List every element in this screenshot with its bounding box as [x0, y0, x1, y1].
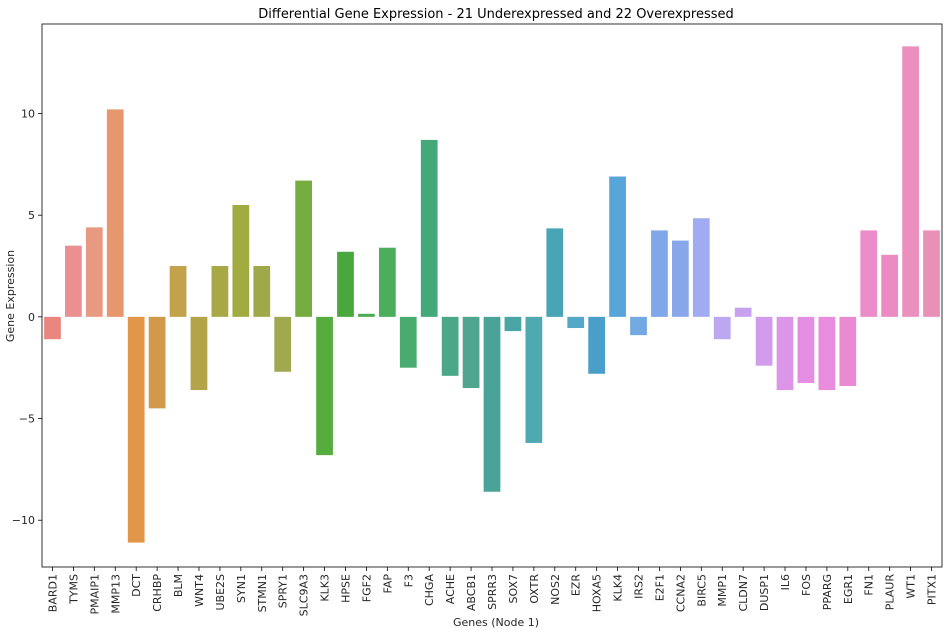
- bar-ube2s: [211, 266, 229, 317]
- bar-chga: [420, 139, 438, 317]
- bar-cldn7: [734, 307, 752, 317]
- x-tick-label-fap: FAP: [381, 574, 394, 594]
- x-tick-label-chga: CHGA: [423, 574, 436, 606]
- bar-sprr3: [483, 316, 501, 492]
- x-tick-label-il6: IL6: [779, 574, 792, 590]
- y-tick-label: −5: [19, 413, 35, 426]
- bar-bard1: [44, 316, 61, 340]
- bar-pmaip1: [85, 227, 103, 317]
- bar-sox7: [504, 316, 522, 332]
- x-tick-label-abcb1: ABCB1: [465, 574, 478, 611]
- x-axis: BARD1 TYMS PMAIP1 MMP13 DCT CRHBP BLM WNT4 UBE2S…: [46, 567, 939, 616]
- bar-crhbp: [148, 316, 166, 409]
- bar-syn1: [232, 205, 250, 317]
- bar-ccna2: [672, 240, 689, 317]
- x-tick-label-ccna2: CCNA2: [674, 574, 687, 612]
- bar-dusp1: [755, 316, 773, 366]
- bar-fn1: [860, 230, 878, 317]
- x-tick-label-ube2s: UBE2S: [214, 574, 227, 611]
- x-tick-label-tyms: TYMS: [67, 574, 80, 605]
- bar-birc5: [692, 218, 710, 317]
- x-tick-label-sprr3: SPRR3: [486, 574, 499, 610]
- bar-e2f1: [651, 230, 668, 317]
- x-tick-label-syn1: SYN1: [235, 574, 248, 603]
- bar-il6: [776, 316, 794, 391]
- x-tick-label-nos2: NOS2: [549, 574, 562, 605]
- x-tick-label-ezr: EZR: [570, 574, 583, 596]
- y-axis-label: Gene Expression: [4, 250, 17, 342]
- x-tick-label-hoxa5: HOXA5: [591, 574, 604, 612]
- bar-hoxa5: [588, 316, 606, 374]
- x-tick-label-pparg: PPARG: [821, 574, 834, 610]
- bar-stmn1: [253, 266, 271, 317]
- x-tick-label-klk4: KLK4: [612, 574, 625, 602]
- bar-fos: [797, 316, 815, 383]
- bar-fgf2: [358, 313, 375, 317]
- x-tick-label-dusp1: DUSP1: [758, 574, 771, 611]
- x-tick-label-e2f1: E2F1: [653, 574, 666, 601]
- x-tick-label-wt1: WT1: [905, 574, 918, 599]
- bar-ezr: [567, 316, 585, 329]
- x-tick-label-plaur: PLAUR: [884, 574, 897, 611]
- bar-dct: [127, 316, 145, 543]
- y-tick-label: 5: [28, 209, 35, 222]
- x-tick-label-wnt4: WNT4: [193, 574, 206, 607]
- x-tick-label-sox7: SOX7: [507, 574, 520, 603]
- x-tick-label-spry1: SPRY1: [277, 574, 290, 608]
- x-tick-label-blm: BLM: [172, 574, 185, 597]
- x-tick-label-crhbp: CRHBP: [151, 574, 164, 612]
- bar-pitx1: [923, 230, 940, 317]
- bar-ache: [441, 316, 459, 376]
- x-tick-label-fos: FOS: [800, 574, 813, 596]
- y-tick-label: 0: [28, 311, 35, 324]
- bar-hpse: [337, 251, 354, 317]
- x-tick-label-mmp13: MMP13: [109, 574, 122, 614]
- x-tick-label-dct: DCT: [130, 574, 143, 597]
- bar-wnt4: [190, 316, 208, 391]
- x-tick-label-hpse: HPSE: [339, 574, 352, 603]
- bar-irs2: [630, 316, 647, 336]
- bar-klk4: [609, 176, 626, 317]
- x-tick-label-fgf2: FGF2: [360, 574, 373, 602]
- x-tick-label-pmaip1: PMAIP1: [88, 574, 101, 615]
- x-tick-label-oxtr: OXTR: [528, 574, 541, 604]
- x-tick-label-f3: F3: [402, 574, 415, 587]
- bar-fap: [378, 247, 396, 317]
- bar-slc9a3: [295, 180, 312, 317]
- x-tick-label-bard1: BARD1: [46, 574, 59, 612]
- bar-klk3: [316, 316, 333, 456]
- bar-f3: [399, 316, 417, 368]
- bar-wt1: [902, 46, 919, 317]
- x-tick-label-irs2: IRS2: [633, 574, 646, 599]
- x-tick-label-fn1: FN1: [863, 574, 876, 596]
- bar-blm: [169, 266, 187, 317]
- x-tick-label-egr1: EGR1: [842, 574, 855, 604]
- chart-title: Differential Gene Expression - 21 Undere…: [258, 7, 734, 22]
- x-tick-label-pitx1: PITX1: [926, 574, 939, 605]
- bar-pparg: [818, 316, 836, 391]
- bars-group: [44, 46, 940, 543]
- x-axis-label: Genes (Node 1): [453, 616, 539, 629]
- bar-mmp1: [713, 316, 731, 340]
- y-tick-label: 10: [21, 107, 35, 120]
- bar-abcb1: [462, 316, 480, 389]
- x-tick-label-slc9a3: SLC9A3: [298, 574, 311, 616]
- x-tick-label-ache: ACHE: [444, 574, 457, 604]
- y-tick-label: −10: [12, 514, 35, 527]
- y-axis: −10 −5 0 5 10: [12, 107, 42, 527]
- bar-egr1: [839, 316, 857, 386]
- x-tick-label-birc5: BIRC5: [695, 574, 708, 607]
- bar-tyms: [65, 245, 82, 317]
- x-tick-label-mmp1: MMP1: [716, 574, 729, 607]
- bar-oxtr: [525, 316, 543, 443]
- bar-mmp13: [106, 109, 124, 317]
- x-tick-label-stmn1: STMN1: [256, 574, 269, 612]
- bar-spry1: [274, 316, 292, 372]
- bar-nos2: [546, 228, 564, 317]
- x-tick-label-klk3: KLK3: [319, 574, 332, 602]
- bar-plaur: [881, 254, 899, 317]
- x-tick-label-cldn7: CLDN7: [737, 574, 750, 612]
